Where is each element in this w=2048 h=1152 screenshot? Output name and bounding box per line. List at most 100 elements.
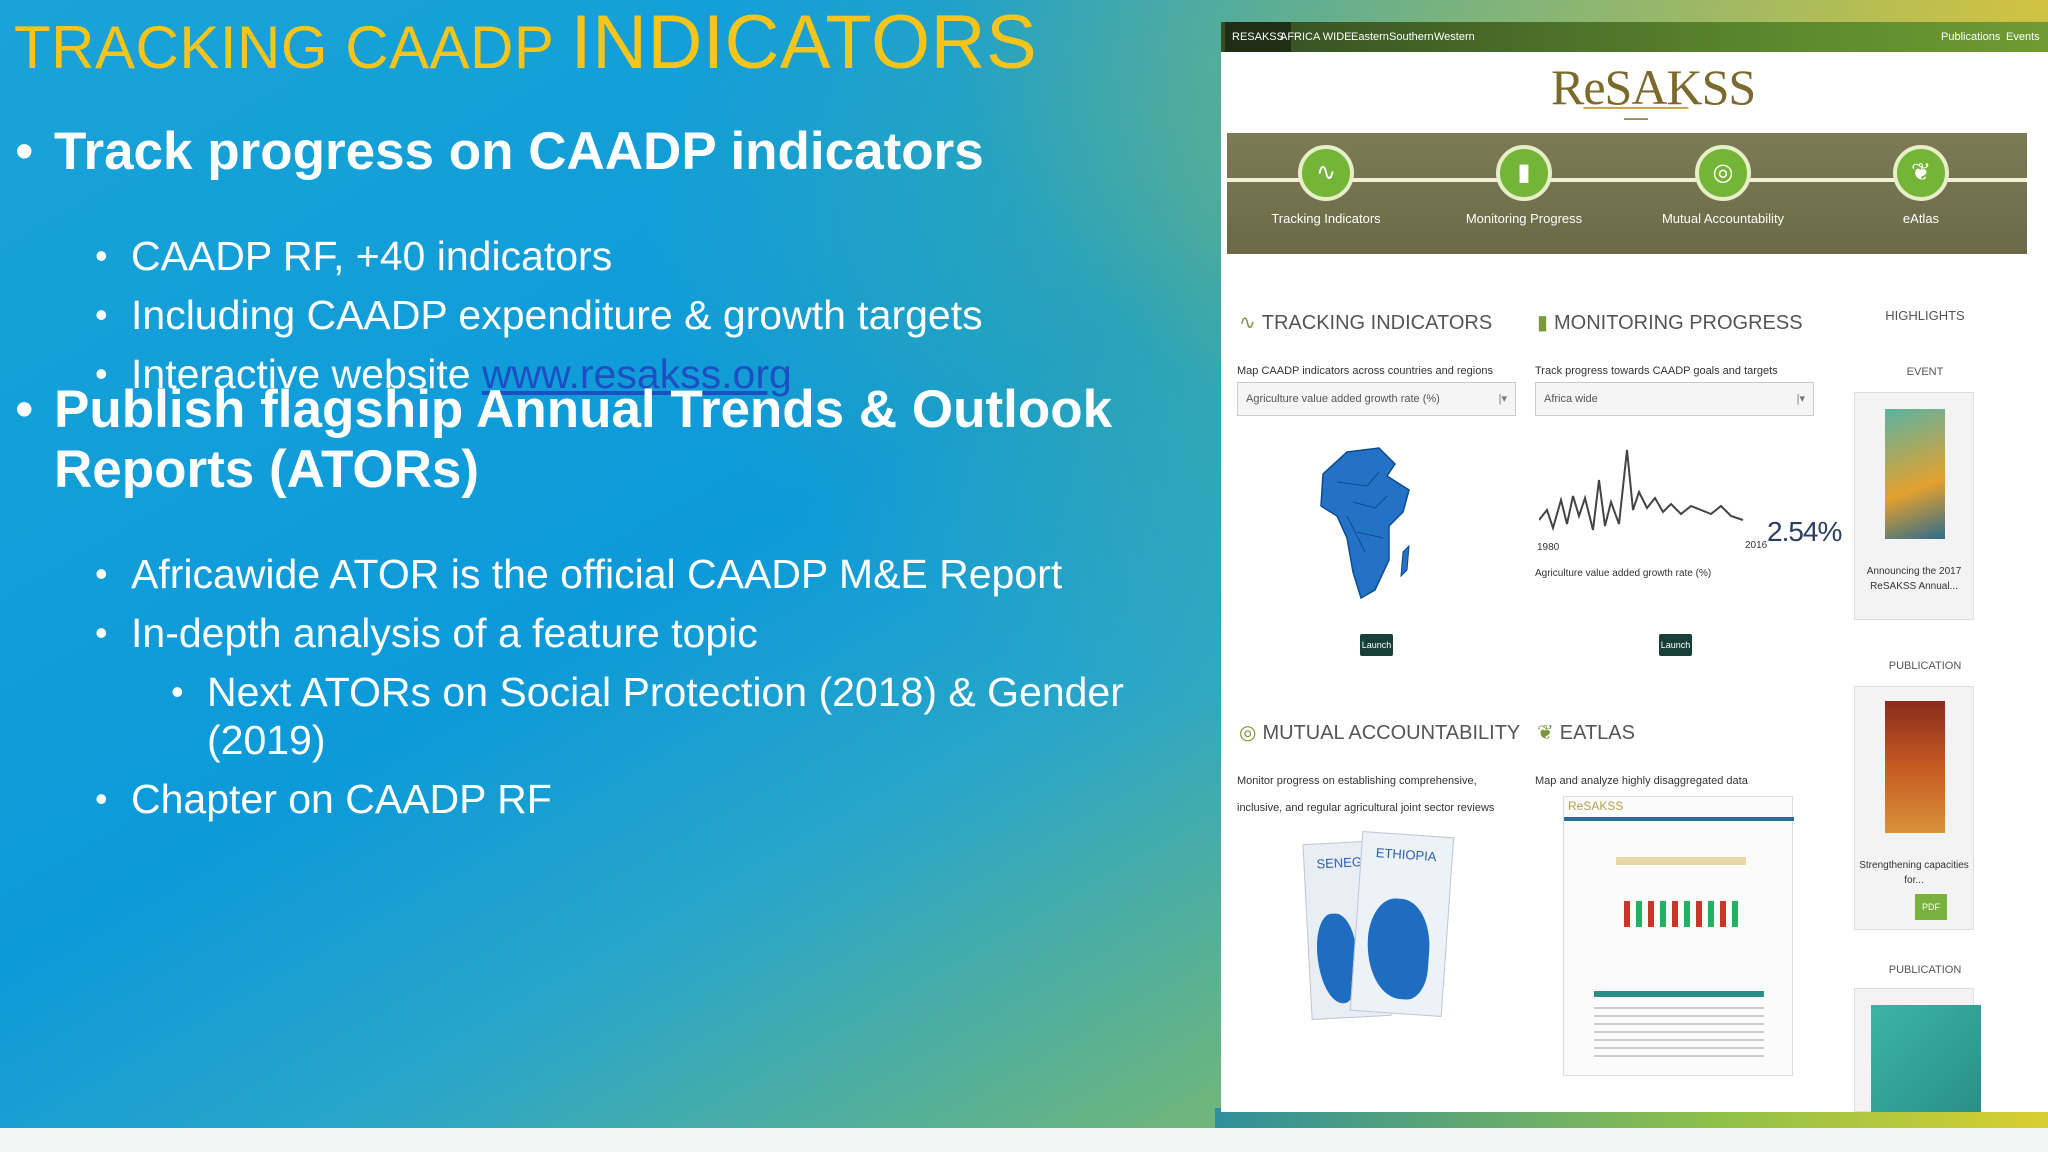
sub-bullet-expenditure: • Including CAADP expenditure & growth t…	[95, 291, 983, 339]
chevron-down-icon: |▾	[1796, 393, 1805, 405]
bullet-text-line1: Next ATORs on Social Protection (2018) &…	[207, 669, 1124, 715]
publication-thumbnail-2	[1871, 1005, 1981, 1112]
sub-bullet-website: • Interactive website www.resakss.org	[95, 350, 792, 398]
eatlas-desc: Map and analyze highly disaggregated dat…	[1535, 775, 1748, 787]
hero-divider-line	[1227, 178, 2027, 182]
leaf-icon: ❦	[1893, 145, 1949, 201]
bullet-track-progress: • Track progress on CAADP indicators	[15, 122, 984, 182]
bullet-glyph: •	[95, 294, 108, 335]
nav-link-publications[interactable]: Publications	[1941, 31, 2001, 43]
nav-tab-western[interactable]: Western	[1434, 31, 1475, 43]
nav-link-events[interactable]: Events	[2006, 31, 2040, 43]
event-card[interactable]	[1854, 392, 1974, 620]
sub-bullet-chapter-rf: • Chapter on CAADP RF	[95, 775, 552, 823]
bar-chart-icon: ▮	[1496, 145, 1552, 201]
resakss-logo[interactable]: ReSAKSS	[1551, 59, 1756, 115]
monitoring-region-select[interactable]: Africa wide |▾	[1535, 382, 1814, 416]
africa-map	[1363, 896, 1433, 1001]
publication-thumbnail	[1885, 701, 1945, 833]
preview-table-header	[1594, 991, 1764, 997]
logo-tagline: ▬▬▬▬▬▬▬▬▬▬▬▬▬▬▬	[1583, 104, 1689, 111]
logo-tagline-small: ▬▬▬▬	[1624, 116, 1648, 122]
report-title: ETHIOPIA	[1375, 845, 1437, 865]
monitoring-progress-desc: Track progress towards CAADP goals and t…	[1535, 365, 1778, 377]
sub-bullet-caadp-rf: • CAADP RF, +40 indicators	[95, 232, 613, 280]
africa-map	[1320, 447, 1410, 600]
nav-tab-southern[interactable]: Southern	[1389, 31, 1434, 43]
tracking-launch-button[interactable]: Launch	[1360, 634, 1393, 656]
hero-label: Mutual Accountability	[1661, 211, 1785, 226]
preview-brand: ReSAKSS	[1568, 799, 1624, 813]
eatlas-heading: ❦ EATLAS	[1537, 720, 1635, 745]
bullet-glyph: •	[95, 778, 108, 819]
bullet-text: Interactive website	[131, 351, 482, 397]
bullet-publish-ators: • Publish flagship Annual Trends & Outlo…	[15, 380, 1112, 500]
hero-label: eAtlas	[1902, 211, 1940, 226]
bullet-text: Africawide ATOR is the official CAADP M&…	[131, 551, 1063, 597]
chart-caption: Agriculture value added growth rate (%)	[1535, 568, 1712, 579]
growth-rate-value: 2.54%	[1767, 516, 1842, 547]
chevron-down-icon: |▾	[1498, 393, 1507, 405]
sub-sub-bullet-next-ators: • Next ATORs on Social Protection (2018)…	[171, 668, 1124, 764]
bullet-text: In-depth analysis of a feature topic	[131, 610, 758, 656]
tracking-indicators-heading: ∿ TRACKING INDICATORS	[1239, 310, 1492, 335]
nav-tab-eastern[interactable]: Eastern	[1351, 31, 1389, 43]
pdf-download-button[interactable]: PDF	[1915, 894, 1947, 920]
bottom-accent-bar	[1215, 1108, 2048, 1128]
event-caption: Announcing the 2017 ReSAKSS Annual...	[1866, 566, 1962, 592]
resakss-website-screenshot: RESAKSS AFRICA WIDE Eastern Southern Wes…	[1221, 22, 2048, 1112]
hero-banner: ∿ Tracking Indicators ▮ Monitoring Progr…	[1227, 133, 2027, 254]
title-part-caadp: TRACKING CAADP	[14, 14, 571, 81]
bullet-text: Including CAADP expenditure & growth tar…	[131, 292, 983, 338]
bar-chart-icon: ▮	[1537, 312, 1549, 334]
eatlas-preview[interactable]: ReSAKSS	[1563, 796, 1794, 1076]
select-value: Africa wide	[1544, 393, 1598, 405]
hero-monitoring-progress[interactable]: ▮ Monitoring Progress	[1454, 145, 1594, 226]
trend-line-icon: ∿	[1239, 312, 1256, 334]
publication-label: PUBLICATION	[1888, 660, 1962, 672]
cycle-icon: ◎	[1695, 145, 1751, 201]
bullet-text-line2: Reports (ATORs)	[54, 440, 480, 499]
hero-label: Monitoring Progress	[1465, 211, 1583, 226]
nav-tab-resakss[interactable]: RESAKSS	[1225, 22, 1291, 52]
bullet-glyph: •	[95, 353, 108, 394]
publication-card[interactable]	[1854, 686, 1974, 930]
trend-line-icon: ∿	[1298, 145, 1354, 201]
monitoring-launch-button[interactable]: Launch	[1659, 634, 1692, 656]
heading-text: MONITORING PROGRESS	[1554, 312, 1803, 334]
leaf-icon: ❦	[1537, 722, 1554, 744]
bullet-text: Chapter on CAADP RF	[131, 776, 552, 822]
highlights-heading: HIGHLIGHTS	[1885, 308, 1965, 323]
bullet-glyph: •	[95, 553, 108, 594]
bullet-glyph: •	[15, 122, 34, 181]
heading-text: TRACKING INDICATORS	[1261, 312, 1493, 334]
cycle-icon: ◎	[1239, 722, 1257, 744]
event-thumbnail	[1885, 409, 1945, 539]
nav-tab-africa-wide[interactable]: AFRICA WIDE	[1280, 31, 1352, 43]
hero-tracking-indicators[interactable]: ∿ Tracking Indicators	[1256, 145, 1396, 226]
hero-mutual-accountability[interactable]: ◎ Mutual Accountability	[1653, 145, 1793, 226]
bullet-text-line2: (2019)	[207, 717, 326, 763]
monitoring-progress-heading: ▮ MONITORING PROGRESS	[1537, 310, 1803, 335]
resakss-link[interactable]: www.resakss.org	[481, 351, 792, 397]
bullet-text: CAADP RF, +40 indicators	[131, 233, 613, 279]
preview-text-bar	[1616, 857, 1746, 865]
slide-title: TRACKING CAADP INDICATORS	[14, 2, 1037, 89]
hero-eatlas[interactable]: ❦ eAtlas	[1851, 145, 1991, 226]
chart-end-year: 2016	[1745, 540, 1768, 551]
event-label: EVENT	[1906, 366, 1944, 378]
chart-start-year: 1980	[1537, 542, 1560, 553]
publication-card-2[interactable]	[1854, 988, 1981, 1112]
report-cover-ethiopia[interactable]: ETHIOPIA	[1349, 831, 1455, 1017]
publication-label-2: PUBLICATION	[1888, 964, 1962, 976]
bullet-glyph: •	[95, 235, 108, 276]
bottom-strip	[0, 1128, 2048, 1152]
tracking-indicators-desc: Map CAADP indicators across countries an…	[1237, 365, 1493, 377]
preview-header-bar	[1564, 817, 1794, 821]
bullet-text: Track progress on CAADP indicators	[54, 122, 984, 181]
slide-background: TRACKING CAADP INDICATORS • Track progre…	[0, 0, 2048, 1128]
tracking-indicator-select[interactable]: Agriculture value added growth rate (%) |…	[1237, 382, 1516, 416]
publication-caption: Strengthening capacities for...	[1859, 860, 1969, 886]
preview-chart	[1624, 901, 1738, 927]
heading-text: EATLAS	[1559, 722, 1635, 744]
